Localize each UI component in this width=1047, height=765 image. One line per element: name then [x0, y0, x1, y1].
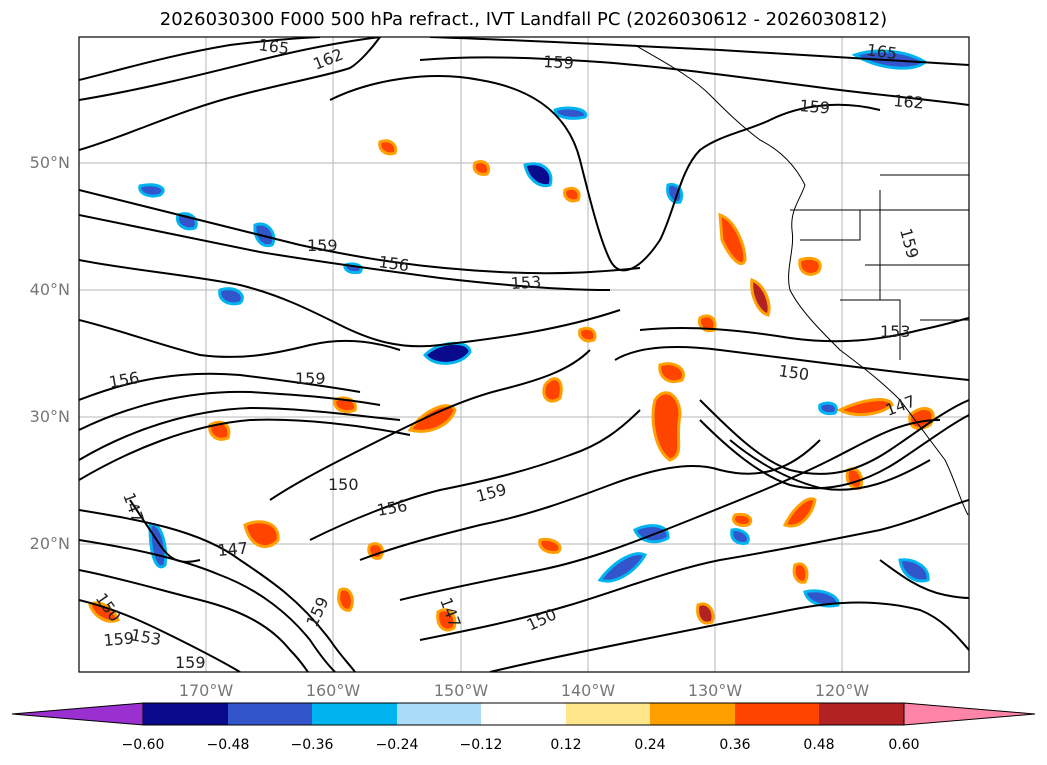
contour-label: 162 — [893, 91, 925, 113]
contour-label: 153 — [880, 322, 911, 341]
colorbar-tick: 0.24 — [634, 737, 666, 753]
lon-label-140w: 140°W — [560, 681, 616, 700]
contour-label: 159 — [307, 236, 338, 255]
lat-label-50n: 50°N — [29, 153, 70, 172]
gridlines — [79, 37, 969, 672]
contour-label: 150 — [777, 361, 810, 384]
colorbar-segment — [481, 703, 566, 725]
height-contours — [79, 37, 969, 672]
colorbar-segment — [228, 703, 312, 725]
contour-label: 165 — [257, 35, 290, 58]
contour-label: 147 — [217, 538, 249, 560]
colorbar-segment — [397, 703, 481, 725]
lon-label-160w: 160°W — [305, 681, 361, 700]
colorbar-tick: −0.36 — [290, 737, 334, 753]
colorbar-extend-left — [11, 702, 144, 726]
colorbar-segment — [566, 703, 650, 725]
map-frame — [78, 36, 970, 673]
colorbar-tick: −0.48 — [206, 737, 250, 753]
colorbar-tick: −0.60 — [121, 737, 165, 753]
lon-label-170w: 170°W — [178, 681, 234, 700]
colorbar-segment — [650, 703, 735, 725]
colorbar-tick: −0.24 — [375, 737, 419, 753]
contour-label: 159 — [543, 52, 574, 73]
contour-label: 159 — [175, 653, 206, 672]
colorbar-tick: −0.12 — [459, 737, 503, 753]
lon-label-130w: 130°W — [687, 681, 743, 700]
contour-label: 156 — [377, 252, 410, 275]
coastline — [634, 44, 969, 516]
colorbar-segment — [312, 703, 397, 725]
colorbar-segment — [143, 703, 228, 725]
colorbar-tick: 0.60 — [888, 737, 920, 753]
colorbar-tick: 0.36 — [719, 737, 751, 753]
lat-label-20n: 20°N — [29, 534, 70, 553]
colorbar-tick: 0.48 — [803, 737, 835, 753]
contour-label: 159 — [103, 628, 135, 650]
positive-anomaly-blobs — [88, 139, 935, 632]
lat-label-30n: 30°N — [29, 407, 70, 426]
colorbar-extend-right — [903, 702, 1036, 726]
colorbar — [11, 702, 1036, 726]
contour-label: 153 — [510, 272, 541, 293]
lon-label-120w: 120°W — [814, 681, 870, 700]
colorbar-segment — [735, 703, 819, 725]
contour-label: 159 — [295, 369, 326, 388]
contour-label: 165 — [865, 40, 898, 63]
lon-label-150w: 150°W — [433, 681, 489, 700]
contour-label: 159 — [799, 96, 831, 118]
contour-label: 150 — [328, 475, 359, 494]
map-title: 2026030300 F000 500 hPa refract., IVT La… — [159, 9, 888, 30]
lat-label-40n: 40°N — [29, 280, 70, 299]
colorbar-segment — [819, 703, 904, 725]
contour-labels: 165 162 159 165 162 159 159 156 153 156 … — [92, 35, 925, 672]
colorbar-tick: 0.12 — [550, 737, 582, 753]
